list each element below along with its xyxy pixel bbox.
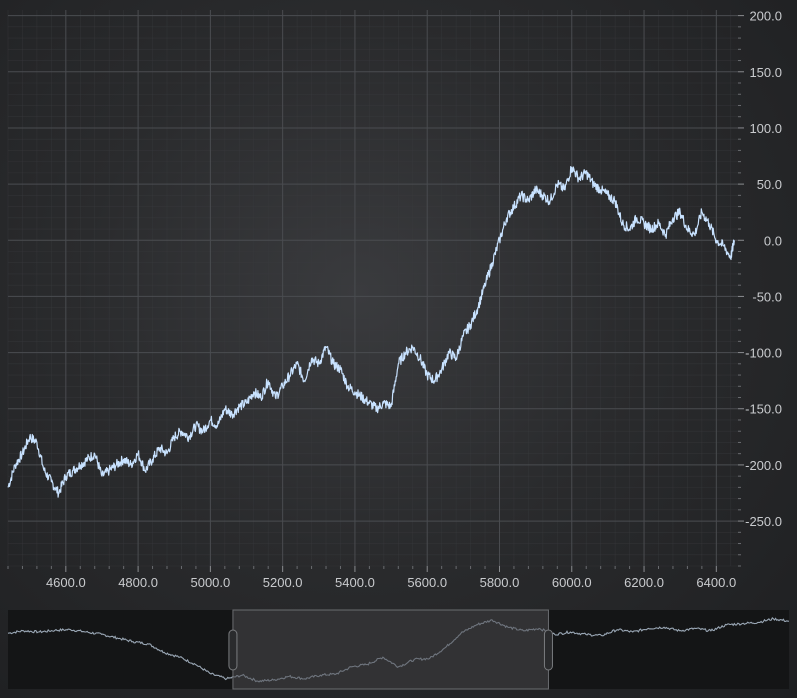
y-tick-label: 150.0 [749,65,782,80]
x-tick-label: 5600.0 [407,575,447,590]
minor-grid [7,10,738,567]
x-tick-label: 5000.0 [190,575,230,590]
x-axis[interactable]: 4600.0 4800.0 5000.0 5200.0 5400.0 5600.0 5800… [7,566,736,590]
x-tick-label: 4800.0 [118,575,158,590]
x-tick-label: 5800.0 [480,575,520,590]
y-axis[interactable]: 200.0 150.0 100.0 50.0 0.0 -50.0 -100.0 -150.0 -… [738,9,782,567]
y-tick-label: 50.0 [757,177,782,192]
y-tick-label: -250.0 [745,514,782,529]
main-line-chart[interactable]: 4600.0 4800.0 5000.0 5200.0 5400.0 5600.0 5800… [0,0,797,598]
series-line-0 [7,166,735,498]
x-tick-label: 6200.0 [624,575,664,590]
y-tick-label: -50.0 [752,289,782,304]
x-tick-label: 5400.0 [335,575,375,590]
y-tick-label: 100.0 [749,121,782,136]
x-tick-label: 6400.0 [696,575,736,590]
major-grid [8,10,738,566]
series-layer [7,166,735,498]
x-tick-label: 4600.0 [46,575,86,590]
x-tick-label: 6000.0 [552,575,592,590]
y-tick-label: -200.0 [745,458,782,473]
overview-left-handle[interactable] [228,629,238,671]
overview-scrollbar[interactable] [0,600,797,698]
x-tick-label: 5200.0 [263,575,303,590]
y-tick-label: -100.0 [745,346,782,361]
overview-right-handle[interactable] [543,629,553,671]
y-tick-label: 200.0 [749,9,782,24]
y-tick-label: 0.0 [764,233,782,248]
overview-selection-window[interactable] [232,609,549,690]
y-tick-label: -150.0 [745,402,782,417]
